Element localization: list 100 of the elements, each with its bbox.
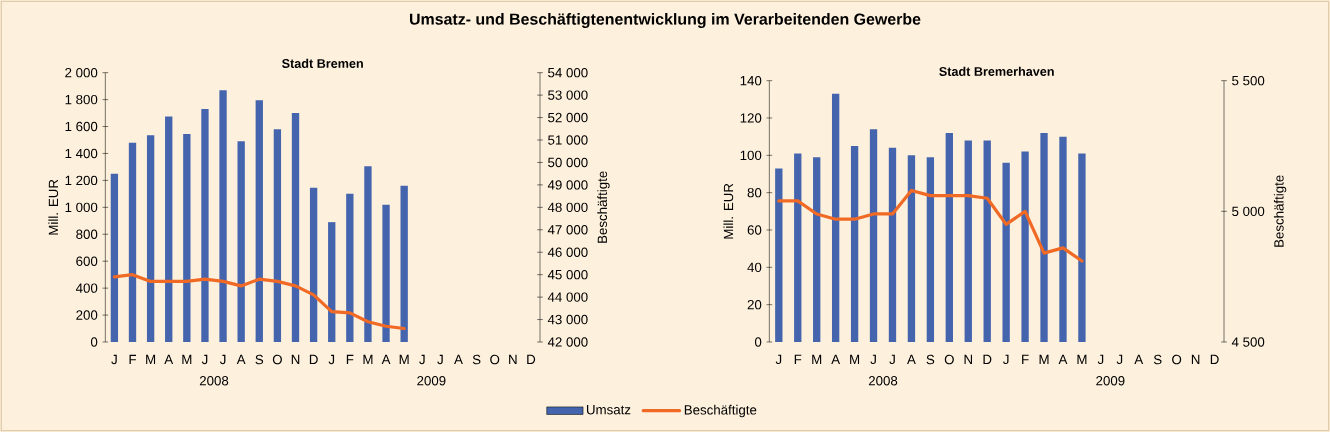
bar <box>869 129 878 342</box>
text: Umsatz- und Beschäftigtenentwicklung im Verarbeitenden Gewerbe <box>409 13 921 28</box>
x-tick-label: J <box>437 354 443 365</box>
y-tick-label: 40 <box>747 262 762 273</box>
text: 2009 <box>1096 376 1125 386</box>
x-tick-label: M <box>146 354 156 364</box>
y-tick-label: 1 000 <box>65 202 98 213</box>
y2-tick-label: 5 000 <box>1232 206 1265 217</box>
x-tick-label: J <box>419 354 425 365</box>
y2-tick-label: 51 000 <box>548 135 588 145</box>
bar <box>128 142 137 342</box>
y2-tick-label: 53 000 <box>548 90 588 100</box>
y-tick-label: 1 400 <box>65 148 98 159</box>
x-tick-label: M <box>850 354 860 364</box>
y2-axis-title: Beschäftigte <box>597 171 610 243</box>
x-tick-label: D <box>983 354 992 364</box>
x-tick-label: N <box>509 354 517 364</box>
y-axis-title: Mill. EUR <box>48 179 59 235</box>
bar <box>813 157 821 342</box>
y2-tick-label: 48 000 <box>547 202 588 213</box>
text: 2009 <box>417 376 446 386</box>
bar <box>291 113 300 342</box>
x-tick-label: A <box>1134 354 1144 364</box>
y2-tick-label: 47 000 <box>547 225 588 235</box>
bar <box>309 187 318 342</box>
y2-tick-label: 43 000 <box>547 314 588 325</box>
bar <box>219 90 227 342</box>
y-tick-label: 100 <box>740 150 762 161</box>
y2-tick-label: 42 000 <box>547 337 588 347</box>
x-tick-label: J <box>1097 354 1104 365</box>
bar <box>775 168 783 342</box>
bar <box>1078 153 1086 342</box>
bar <box>1059 136 1067 342</box>
y2-tick-label: 49 000 <box>547 180 588 190</box>
x-tick-label: A <box>907 354 916 364</box>
bar <box>165 116 173 342</box>
x-tick-label: S <box>1153 354 1162 365</box>
bar <box>183 133 191 342</box>
bar <box>907 155 916 342</box>
y-tick-label: 200 <box>76 310 98 320</box>
x-tick-label: J <box>111 354 117 365</box>
x-tick-label: F <box>794 354 802 364</box>
y-tick-label: 600 <box>76 256 98 266</box>
bar <box>1040 132 1048 342</box>
bar <box>831 93 840 342</box>
x-tick-label: N <box>1191 354 1200 364</box>
y-tick-label: 400 <box>75 283 98 293</box>
x-tick-label: S <box>255 354 264 365</box>
bar <box>945 132 953 342</box>
x-tick-label: F <box>1022 354 1029 364</box>
chart-subtitle: Stadt Bremen <box>282 58 363 68</box>
y-tick-label: 0 <box>754 337 762 347</box>
x-tick-label: J <box>775 354 782 365</box>
bar <box>382 204 390 342</box>
y2-axis-title: Beschäftigte <box>1273 175 1287 247</box>
x-tick-label: A <box>236 354 246 364</box>
x-tick-label: J <box>889 354 895 365</box>
x-tick-label: M <box>399 354 409 364</box>
x-tick-label: A <box>381 354 391 364</box>
x-tick-label: J <box>870 354 876 365</box>
y-tick-label: 1 600 <box>65 121 98 132</box>
x-tick-label: D <box>527 354 536 364</box>
y2-tick-label: 5 500 <box>1232 75 1265 86</box>
y-tick-label: 1 200 <box>65 175 98 186</box>
bar <box>328 222 336 342</box>
bar <box>255 100 263 342</box>
x-tick-label: O <box>490 354 500 365</box>
x-tick-label: M <box>1077 354 1087 364</box>
bar <box>237 141 245 342</box>
bar <box>273 129 282 342</box>
bar <box>364 166 372 342</box>
y2-tick-label: 50 000 <box>548 157 588 168</box>
x-tick-label: A <box>831 354 841 364</box>
y-tick-label: 1 800 <box>65 94 98 105</box>
x-tick-label: M <box>1039 354 1049 364</box>
x-tick-label: M <box>182 354 192 364</box>
text: 2008 <box>868 376 898 386</box>
x-tick-label: S <box>472 354 481 365</box>
x-tick-label: J <box>328 354 335 365</box>
x-tick-label: J <box>219 354 226 365</box>
bar <box>110 173 119 342</box>
x-tick-label: J <box>1116 354 1123 365</box>
bar <box>1002 162 1010 342</box>
y2-tick-label: 44 000 <box>547 292 588 302</box>
x-tick-label: M <box>812 354 822 364</box>
y-tick-label: 80 <box>747 187 762 198</box>
chart-subtitle: Stadt Bremerhaven <box>939 66 1054 76</box>
x-tick-label: O <box>1172 354 1182 365</box>
x-tick-label: D <box>1210 354 1219 364</box>
y2-tick-label: 45 000 <box>547 269 588 280</box>
x-tick-label: M <box>363 354 373 364</box>
x-tick-label: N <box>291 354 300 364</box>
bar <box>850 145 859 342</box>
legend-label: Umsatz <box>586 405 631 415</box>
bar <box>964 140 972 342</box>
bar <box>794 153 802 342</box>
x-tick-label: J <box>201 354 208 365</box>
bar <box>146 135 155 342</box>
bar <box>888 147 897 342</box>
y2-tick-label: 52 000 <box>548 112 588 123</box>
